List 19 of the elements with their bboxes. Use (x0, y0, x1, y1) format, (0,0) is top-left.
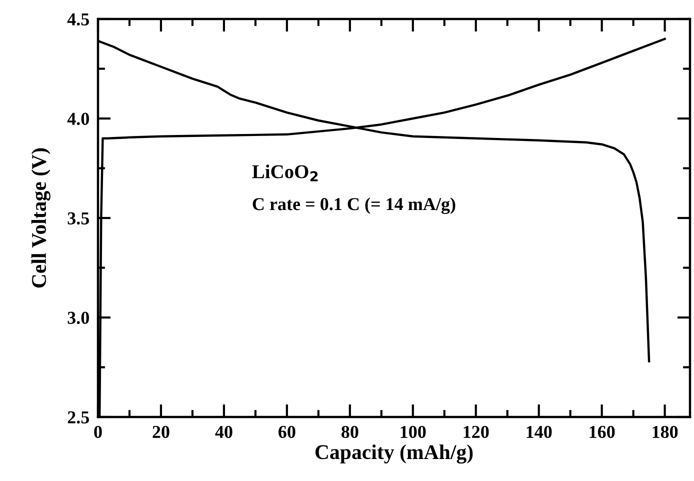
x-tick-label: 100 (400, 426, 426, 438)
annotation: LiCoO$_{2}$ (252, 164, 318, 182)
y-tick-label: 2.5 (68, 411, 90, 424)
x-tick-label: 180 (652, 426, 678, 438)
x-tick-label: 20 (152, 426, 170, 438)
y-tick-label: 3.5 (68, 212, 90, 225)
annotation: C rate = 0.1 C (= 14 mA/g) (252, 198, 456, 214)
y-tick-label: 4.0 (67, 112, 89, 126)
x-tick-label: 160 (590, 426, 615, 438)
x-axis-title: Capacity (mAh/g) (315, 444, 473, 464)
y-axis-title: Cell Voltage (V) (31, 148, 50, 288)
x-tick-label: 80 (341, 426, 358, 438)
x-tick-label: 40 (215, 426, 232, 438)
y-tick-label: 4.5 (67, 13, 90, 26)
x-tick-label: 140 (526, 426, 552, 438)
y-tick-label: 3.0 (68, 312, 89, 324)
x-tick-label: 0 (94, 426, 102, 438)
x-tick-label: 120 (464, 426, 489, 438)
x-tick-label: 60 (278, 426, 296, 438)
